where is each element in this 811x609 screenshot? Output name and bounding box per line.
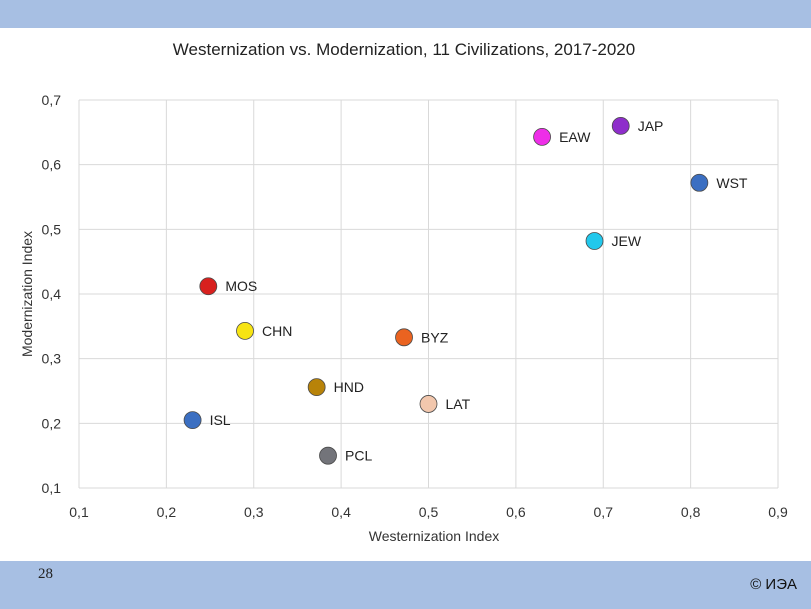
point-label-lat: LAT (446, 396, 471, 412)
data-points: JAP EAW WST JEW MOS CHN BYZ HND LAT ISL PCL (183, 116, 748, 465)
y-tick-label: 0,4 (42, 286, 62, 302)
data-point-isl (183, 411, 202, 430)
chart-title: Westernization vs. Modernization, 11 Civ… (173, 40, 635, 59)
axes: 0,1 0,2 0,3 0,4 0,5 0,6 0,7 0,8 0,9 0,1 0,2 0,3 0,4 0… (42, 92, 788, 520)
y-tick-label: 0,3 (42, 351, 62, 367)
data-point-pcl (319, 446, 337, 465)
bottom-banner (0, 561, 811, 609)
y-tick-label: 0,1 (42, 480, 62, 496)
data-point-jew (585, 232, 604, 250)
x-tick-label: 0,7 (594, 504, 614, 520)
y-axis-label: Modernization Index (19, 231, 35, 357)
data-point-hnd (307, 378, 326, 397)
y-tick-label: 0,5 (42, 221, 62, 237)
x-tick-label: 0,5 (419, 504, 439, 520)
point-label-eaw: EAW (559, 129, 591, 145)
top-banner (0, 0, 811, 28)
x-tick-label: 0,1 (69, 504, 89, 520)
copyright-text: © ИЭА (750, 576, 797, 593)
point-label-hnd: HND (334, 379, 364, 395)
point-label-pcl: PCL (345, 448, 372, 464)
data-point-jap (611, 116, 630, 135)
point-label-mos: MOS (225, 278, 257, 294)
x-tick-label: 0,4 (331, 504, 351, 520)
point-label-wst: WST (716, 175, 748, 191)
data-point-mos (199, 277, 218, 296)
data-point-lat (419, 395, 438, 413)
point-label-jap: JAP (638, 118, 664, 134)
x-tick-label: 0,3 (244, 504, 264, 520)
page-number: 28 (38, 566, 53, 582)
data-point-eaw (533, 127, 551, 146)
data-point-wst (690, 173, 709, 192)
point-label-chn: CHN (262, 323, 292, 339)
grid (78, 99, 779, 489)
y-tick-label: 0,6 (42, 157, 62, 173)
y-tick-label: 0,2 (42, 415, 62, 431)
x-tick-label: 0,9 (768, 504, 788, 520)
point-label-isl: ISL (210, 412, 231, 428)
y-tick-label: 0,7 (42, 92, 62, 108)
point-label-byz: BYZ (421, 329, 449, 345)
data-point-chn (236, 321, 254, 340)
x-axis-label: Westernization Index (369, 528, 499, 544)
x-tick-label: 0,2 (157, 504, 177, 520)
point-label-jew: JEW (612, 233, 642, 249)
scatter-chart: Westernization vs. Modernization, 11 Civ… (19, 40, 788, 544)
data-point-byz (395, 328, 413, 347)
x-tick-label: 0,8 (681, 504, 701, 520)
x-tick-label: 0,6 (506, 504, 526, 520)
